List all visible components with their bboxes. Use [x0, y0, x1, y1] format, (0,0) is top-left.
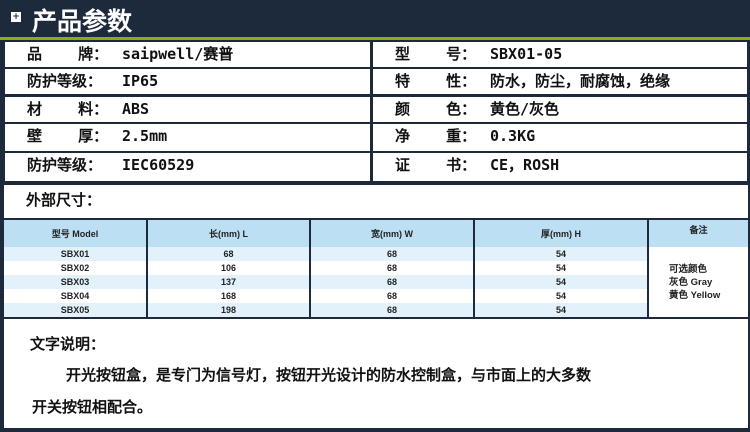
- description: 文字说明： 开光按钮盒，是专门为信号灯，按钮开光设计的防水控制盒，与市面上的大多…: [4, 319, 748, 428]
- table-cell: 54: [474, 247, 649, 261]
- spec-label: 防护等级：: [27, 72, 103, 90]
- note-cell: 可选颜色 灰色 Gray 黄色 Yellow: [648, 247, 748, 317]
- table-cell: 54: [474, 289, 649, 303]
- table-row: SBX05 198 68 54: [4, 303, 748, 317]
- spec-label: 特 性：: [395, 72, 477, 90]
- plus-icon: +: [11, 12, 21, 22]
- table-cell: 54: [474, 261, 649, 275]
- description-text: 开关按钮相配合。: [32, 398, 153, 416]
- spec-value: IEC60529: [122, 156, 195, 174]
- table-cell: 68: [310, 247, 475, 261]
- col-height: 厚(mm) H: [474, 218, 649, 247]
- spec-value: SBX01-05: [490, 45, 563, 63]
- spec-label: 证 书：: [395, 156, 477, 174]
- section-title: 产品参数: [32, 7, 133, 36]
- spec-label: 防护等级：: [27, 156, 103, 174]
- table-cell: 198: [147, 303, 311, 317]
- spec-row: 壁 厚： 2.5mm: [5, 124, 370, 151]
- table-cell: SBX04: [4, 289, 148, 303]
- spec-label: 材 料：: [27, 100, 109, 118]
- table-cell: 68: [147, 247, 311, 261]
- divider: [0, 37, 750, 40]
- note-line: 灰色 Gray: [669, 276, 713, 288]
- spec-row: 型 号： SBX01-05: [373, 42, 747, 67]
- table-cell: 106: [147, 261, 311, 275]
- spec-label: 净 重：: [395, 127, 477, 145]
- table-row: SBX03 137 68 54: [4, 275, 748, 289]
- table-cell: 68: [310, 289, 475, 303]
- dimensions-panel: 外部尺寸： 型号 Model 长(mm) L 宽(mm) W 厚(mm) H 备…: [4, 185, 748, 317]
- table-cell: SBX03: [4, 275, 148, 289]
- spec-row: 防护等级： IP65: [5, 69, 370, 94]
- spec-label: 壁 厚：: [27, 127, 109, 145]
- table-cell: 54: [474, 275, 649, 289]
- spec-value: 黄色/灰色: [490, 100, 560, 118]
- table-row: SBX02 106 68 54: [4, 261, 748, 275]
- description-text: 开光按钮盒，是专门为信号灯，按钮开光设计的防水控制盒，与市面上的大多数: [66, 366, 592, 384]
- spec-row: 特 性： 防水，防尘，耐腐蚀，绝缘: [373, 69, 747, 94]
- table-cell: SBX02: [4, 261, 148, 275]
- table-cell: 137: [147, 275, 311, 289]
- spec-value: IP65: [122, 72, 159, 90]
- spec-value: 0.3KG: [490, 127, 536, 145]
- spec-row: 材 料： ABS: [5, 97, 370, 122]
- section-header: + 产品参数: [0, 0, 750, 37]
- col-width: 宽(mm) W: [310, 218, 475, 247]
- table-cell: SBX05: [4, 303, 148, 317]
- table-cell: 68: [310, 261, 475, 275]
- table-cell: 68: [310, 303, 475, 317]
- dimensions-table: 型号 Model 长(mm) L 宽(mm) W 厚(mm) H 备注 SBX0…: [4, 218, 748, 317]
- note-line: 可选颜色: [669, 263, 708, 275]
- spec-row: 颜 色： 黄色/灰色: [373, 97, 747, 122]
- table-row: SBX04 168 68 54: [4, 289, 748, 303]
- table-cell: 54: [474, 303, 649, 317]
- spec-value: CE，ROSH: [490, 156, 560, 174]
- spec-row: 证 书： CE，ROSH: [373, 153, 747, 181]
- spec-label: 型 号：: [395, 45, 477, 63]
- note-line: 黄色 Yellow: [669, 289, 721, 301]
- description-heading: 文字说明：: [30, 335, 106, 353]
- dimensions-label: 外部尺寸：: [26, 191, 102, 209]
- spec-row: 品 牌： saipwell/赛普: [5, 42, 370, 67]
- col-model: 型号 Model: [4, 218, 148, 247]
- table-cell: 68: [310, 275, 475, 289]
- col-note: 备注: [648, 218, 748, 247]
- spec-value: 2.5mm: [122, 127, 168, 145]
- spec-label: 颜 色：: [395, 100, 477, 118]
- col-length: 长(mm) L: [147, 218, 311, 247]
- spec-row: 净 重： 0.3KG: [373, 124, 747, 151]
- table-cell: SBX01: [4, 247, 148, 261]
- spec-value: ABS: [122, 100, 150, 118]
- spec-label: 品 牌：: [27, 45, 109, 63]
- table-cell: 168: [147, 289, 311, 303]
- spec-row: 防护等级： IEC60529: [5, 153, 370, 181]
- spec-value: 防水，防尘，耐腐蚀，绝缘: [490, 72, 671, 90]
- table-row: SBX01 68 68 54 可选颜色 灰色 Gray 黄色 Yellow: [4, 247, 748, 317]
- spec-value: saipwell/赛普: [122, 45, 234, 63]
